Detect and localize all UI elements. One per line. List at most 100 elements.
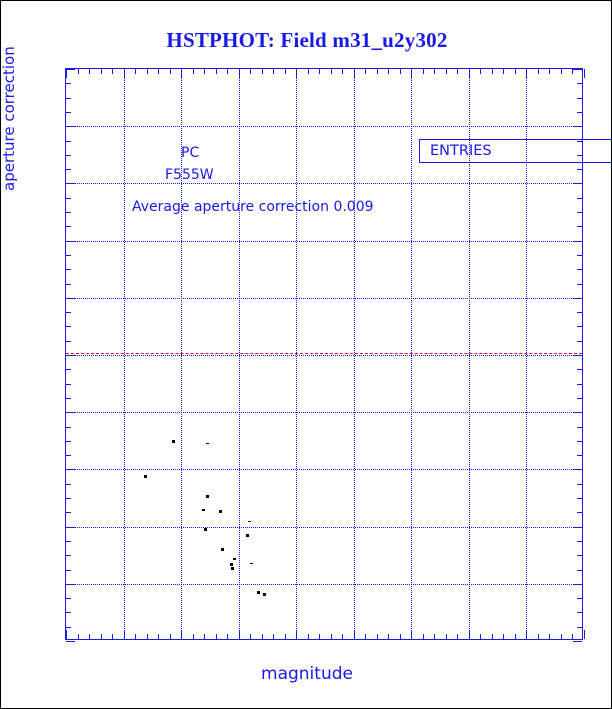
tick-minor-x [445,69,447,74]
annotation-filter: F555W [165,167,214,183]
tick-minor-y [577,397,582,399]
tick-minor-x [250,634,252,639]
gridline-horizontal [66,240,582,242]
tick-major-x [468,69,470,78]
tick-major-y [66,69,75,70]
tick-minor-x [365,69,367,74]
data-point [256,590,260,594]
tick-minor-y [66,254,71,256]
tick-minor-x [169,69,171,74]
tick-minor-x [112,634,114,639]
tick-major-x [353,630,355,639]
data-point [203,527,207,531]
gridline-vertical [181,69,183,639]
tick-minor-y [577,154,582,156]
gridline-vertical [353,69,355,639]
page-title: HSTPHOT: Field m31_u2y302 [166,28,448,52]
tick-minor-x [342,634,344,639]
tick-minor-y [66,397,71,399]
data-point [245,533,249,537]
plot-area: 10.80.60.40.20-0.2-0.4-0.6-0.8-1 1920212… [65,68,611,642]
tick-minor-x [192,69,194,74]
data-point [202,509,206,511]
y-axis-title: aperture correction [0,46,18,191]
tick-minor-x [89,69,91,74]
tick-minor-x [342,69,344,74]
tick-minor-y [66,340,71,342]
tick-minor-x [100,69,102,74]
tick-minor-y [66,483,71,485]
tick-minor-x [376,69,378,74]
gridline-vertical [526,69,528,639]
tick-major-y [66,297,75,299]
tick-minor-x [146,634,148,639]
tick-minor-y [66,555,71,557]
annotation-average-correction: Average aperture correction 0.009 [132,199,374,215]
tick-minor-y [577,455,582,457]
tick-minor-x [514,69,516,74]
x-axis-title: magnitude [261,664,353,684]
tick-minor-x [503,634,505,639]
tick-minor-x [204,69,206,74]
tick-major-x [411,630,413,639]
tick-minor-y [577,169,582,171]
tick-minor-y [66,97,71,99]
tick-major-y [66,526,75,528]
tick-minor-y [577,440,582,442]
tick-minor-x [273,69,275,74]
gridline-horizontal [66,526,582,528]
tick-minor-x [319,69,321,74]
tick-minor-x [284,634,286,639]
gridline-vertical [123,69,125,639]
tick-minor-y [577,140,582,142]
tick-minor-x [457,634,459,639]
data-point [219,509,223,513]
tick-minor-x [537,69,539,74]
tick-major-x [296,69,298,78]
tick-minor-y [577,97,582,99]
tick-minor-x [514,634,516,639]
tick-major-y [66,583,75,585]
tick-minor-y [66,512,71,514]
tick-minor-y [66,83,71,85]
tick-minor-x [307,634,309,639]
tick-major-x [584,630,585,639]
tick-major-y [573,469,582,471]
tick-minor-x [491,69,493,74]
entries-box: ENTRIES 39 [419,139,611,163]
tick-minor-x [135,634,137,639]
tick-minor-y [66,440,71,442]
tick-minor-x [434,69,436,74]
tick-major-y [66,412,75,414]
tick-minor-x [169,634,171,639]
tick-minor-y [66,140,71,142]
tick-minor-y [66,169,71,171]
tick-major-y [573,297,582,299]
tick-major-x [353,69,355,78]
tick-major-x [123,630,125,639]
gridline-horizontal [66,355,582,356]
tick-minor-x [227,634,229,639]
gridline-horizontal [66,412,582,414]
tick-minor-y [577,269,582,271]
tick-minor-y [66,326,71,328]
tick-minor-y [66,369,71,371]
tick-minor-y [66,226,71,228]
tick-minor-y [66,111,71,113]
tick-major-x [296,630,298,639]
tick-minor-y [66,383,71,385]
tick-minor-x [158,634,160,639]
gridline-vertical [296,69,298,639]
data-point [249,562,253,565]
tick-minor-x [204,634,206,639]
tick-minor-y [66,197,71,199]
gridline-vertical [411,69,413,639]
tick-minor-x [307,69,309,74]
tick-minor-y [66,154,71,156]
tick-major-x [526,630,528,639]
data-point [221,548,225,552]
tick-minor-y [577,83,582,85]
tick-minor-x [77,69,79,74]
tick-minor-x [284,69,286,74]
tick-major-y [66,355,75,356]
